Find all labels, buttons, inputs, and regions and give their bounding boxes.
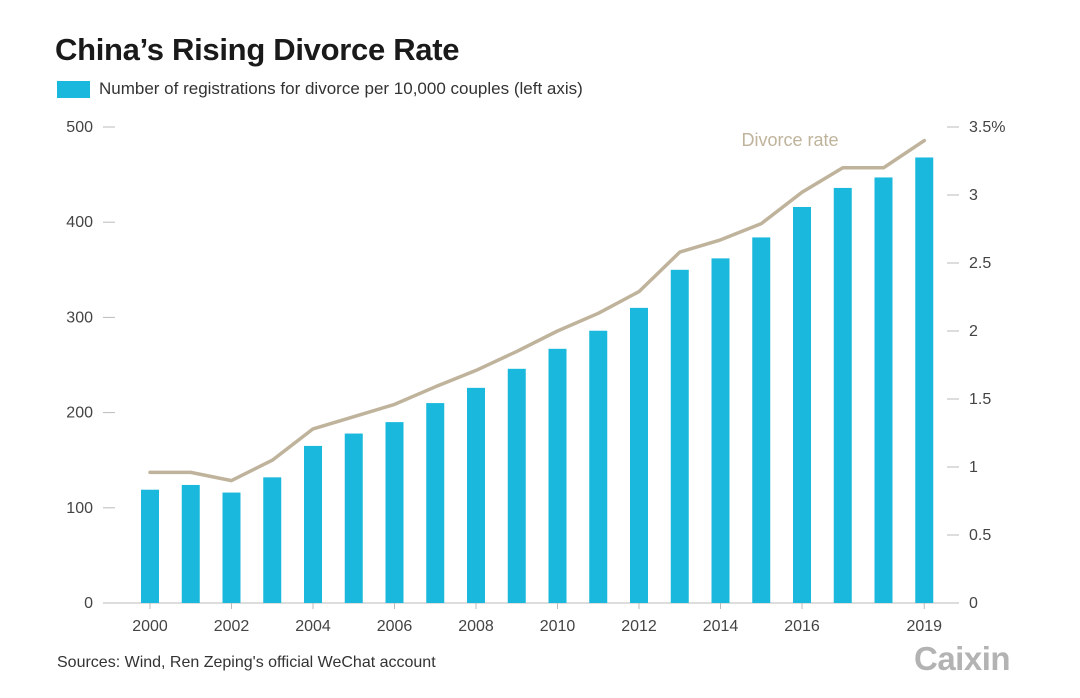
bar bbox=[793, 206, 811, 603]
legend-label: Number of registrations for divorce per … bbox=[99, 79, 583, 98]
bar bbox=[833, 187, 852, 604]
bar bbox=[222, 492, 241, 603]
bar bbox=[670, 269, 689, 603]
right-tick-label: 1 bbox=[969, 459, 978, 476]
left-tick-label: 200 bbox=[66, 405, 93, 422]
bar bbox=[874, 177, 893, 603]
x-tick-label: 2006 bbox=[377, 618, 413, 635]
bar bbox=[711, 258, 730, 603]
left-tick-label: 400 bbox=[66, 214, 93, 231]
source-note: Sources: Wind, Ren Zeping's official WeC… bbox=[57, 654, 436, 671]
bar bbox=[181, 484, 200, 603]
line-series bbox=[148, 138, 927, 483]
bar bbox=[589, 330, 608, 603]
right-tick-label: 2.5 bbox=[969, 255, 991, 272]
right-tick-label: 0 bbox=[969, 595, 978, 612]
bar bbox=[426, 403, 445, 603]
bar bbox=[344, 433, 363, 603]
bar-series bbox=[141, 157, 934, 604]
right-tick-label: 3.5% bbox=[969, 119, 1005, 136]
x-tick-label: 2012 bbox=[621, 618, 657, 635]
tick-labels: 0 100 200 300 400 500 0 0.5 1 1.5 2 2.5 3 3.5% 2000 200… bbox=[66, 119, 1005, 635]
divorce-rate-annotation: Divorce rate bbox=[741, 130, 838, 150]
right-tick-label: 2 bbox=[969, 323, 978, 340]
left-tick-label: 300 bbox=[66, 309, 93, 326]
x-tick-label: 2002 bbox=[214, 618, 250, 635]
x-tick-label: 2010 bbox=[540, 618, 576, 635]
x-tick-label: 2000 bbox=[132, 618, 168, 635]
left-tick-label: 0 bbox=[84, 595, 93, 612]
bar bbox=[141, 489, 159, 603]
right-tick-label: 3 bbox=[969, 187, 978, 204]
bar bbox=[630, 307, 648, 603]
bar bbox=[507, 368, 526, 603]
bar bbox=[548, 348, 567, 603]
caixin-logo: Caixin bbox=[914, 640, 1011, 677]
right-tick-label: 1.5 bbox=[969, 391, 991, 408]
right-tick-label: 0.5 bbox=[969, 527, 991, 544]
legend-swatch bbox=[57, 80, 90, 98]
x-tick-label: 2004 bbox=[295, 618, 331, 635]
bar bbox=[385, 422, 404, 603]
x-tick-label: 2016 bbox=[784, 618, 820, 635]
x-tick-label: 2014 bbox=[703, 618, 739, 635]
left-tick-label: 100 bbox=[66, 500, 93, 517]
bar bbox=[915, 157, 934, 604]
chart-title: China’s Rising Divorce Rate bbox=[55, 32, 460, 67]
bar bbox=[263, 477, 282, 603]
x-tick-label: 2019 bbox=[906, 618, 942, 635]
bar bbox=[467, 387, 485, 603]
left-tick-label: 500 bbox=[66, 119, 93, 136]
x-tick-label: 2008 bbox=[458, 618, 494, 635]
bar bbox=[304, 445, 322, 603]
divorce-rate-line bbox=[148, 138, 927, 483]
legend: Number of registrations for divorce per … bbox=[57, 79, 583, 99]
bar bbox=[752, 237, 771, 603]
